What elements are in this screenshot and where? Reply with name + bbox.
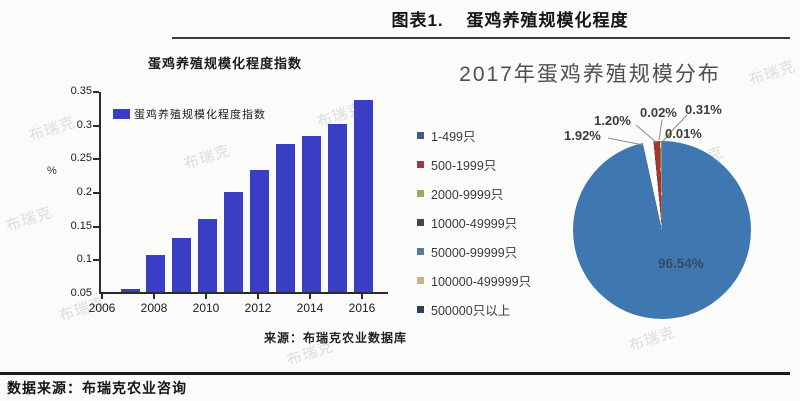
y-tick-label: 0.1 <box>76 253 92 265</box>
bar-2007 <box>120 288 140 292</box>
bar-2010 <box>198 219 218 292</box>
header-divider <box>172 37 790 39</box>
x-tick-label: 2010 <box>192 301 220 315</box>
y-tick <box>93 91 99 93</box>
x-tick-label: 2006 <box>88 301 116 315</box>
x-tick <box>361 294 363 299</box>
legend-label: 1-499只 <box>431 130 476 144</box>
legend-marker <box>417 219 424 226</box>
x-tick <box>257 294 259 299</box>
y-tick <box>93 226 99 228</box>
bar-plot-area <box>99 92 388 294</box>
data-source-note: 数据来源：布瑞克农业咨询 <box>7 380 187 396</box>
bar-chart-title: 蛋鸡养殖规模化程度指数 <box>147 56 302 71</box>
x-tick-label: 2008 <box>140 301 168 315</box>
x-tick-label: 2012 <box>244 301 272 315</box>
legend-label: 50000-99999只 <box>431 246 518 260</box>
bar-2016 <box>353 100 373 292</box>
legend-label: 500000只以上 <box>431 304 511 318</box>
pie-data-label: 1.92% <box>564 128 601 143</box>
pie-chart-title: 2017年蛋鸡养殖规模分布 <box>459 63 721 86</box>
bar-2008 <box>146 255 166 292</box>
x-tick-label: 2014 <box>296 301 324 315</box>
watermark: 布瑞克 <box>3 203 55 235</box>
figure-title: 图表1. 蛋鸡养殖规模化程度 <box>391 11 629 30</box>
bar-2014 <box>301 135 321 292</box>
bar-chart-source-note: 来源：布瑞克农业数据库 <box>264 331 408 345</box>
y-tick-label: 0.05 <box>70 287 92 299</box>
y-tick-label: 0.35 <box>70 85 92 97</box>
x-tick <box>153 294 155 299</box>
pie-data-label: 1.20% <box>594 113 631 128</box>
bar-legend-label: 蛋鸡养殖规模化程度指数 <box>134 109 266 121</box>
legend-marker <box>417 306 424 313</box>
legend-item: 1-499只 <box>417 128 531 144</box>
bar-legend-swatch <box>113 109 130 119</box>
watermark: 布瑞克 <box>626 323 678 355</box>
bar-2009 <box>172 238 192 292</box>
legend-item: 50000-99999只 <box>417 244 531 260</box>
y-tick-label: 0.3 <box>76 119 92 131</box>
pie-main-data-label: 96.54% <box>658 256 704 271</box>
legend-marker <box>417 277 424 284</box>
pie-data-label: 0.31% <box>685 102 722 117</box>
footer-divider <box>0 372 790 375</box>
legend-item: 500-1999只 <box>417 157 531 173</box>
y-tick <box>93 158 99 160</box>
y-tick <box>93 192 99 194</box>
y-tick-label: 0.15 <box>70 220 92 232</box>
bar-2011 <box>224 192 244 292</box>
y-tick-label: 0.25 <box>70 152 92 164</box>
legend-label: 500-1999只 <box>431 159 497 173</box>
y-axis-unit: % <box>47 165 57 177</box>
bar-2013 <box>275 143 295 292</box>
pie-graphic <box>573 141 751 319</box>
x-tick <box>309 294 311 299</box>
legend-marker <box>417 132 424 139</box>
legend-label: 2000-9999只 <box>431 188 504 202</box>
legend-item: 500000只以上 <box>417 302 531 318</box>
legend-label: 100000-499999只 <box>431 275 532 289</box>
legend-item: 10000-49999只 <box>417 215 531 231</box>
y-tick <box>93 259 99 261</box>
pie-data-label: 0.01% <box>665 126 702 141</box>
pie-leader-lines <box>607 114 688 146</box>
legend-item: 2000-9999只 <box>417 186 531 202</box>
legend-marker <box>417 190 424 197</box>
x-tick <box>101 294 103 299</box>
legend-label: 10000-49999只 <box>431 217 518 231</box>
pie-data-label: 0.02% <box>640 105 677 120</box>
legend-marker <box>417 248 424 255</box>
bar-2012 <box>250 169 269 292</box>
x-tick-label: 2016 <box>348 301 376 315</box>
legend-marker <box>417 161 424 168</box>
y-tick-label: 0.2 <box>76 186 92 198</box>
bar-2015 <box>327 123 347 292</box>
pie-legend: 1-499只 500-1999只 2000-9999只 10000-49999只… <box>417 128 532 318</box>
x-tick <box>205 294 207 299</box>
legend-item: 100000-499999只 <box>417 273 532 289</box>
y-tick <box>93 125 99 127</box>
